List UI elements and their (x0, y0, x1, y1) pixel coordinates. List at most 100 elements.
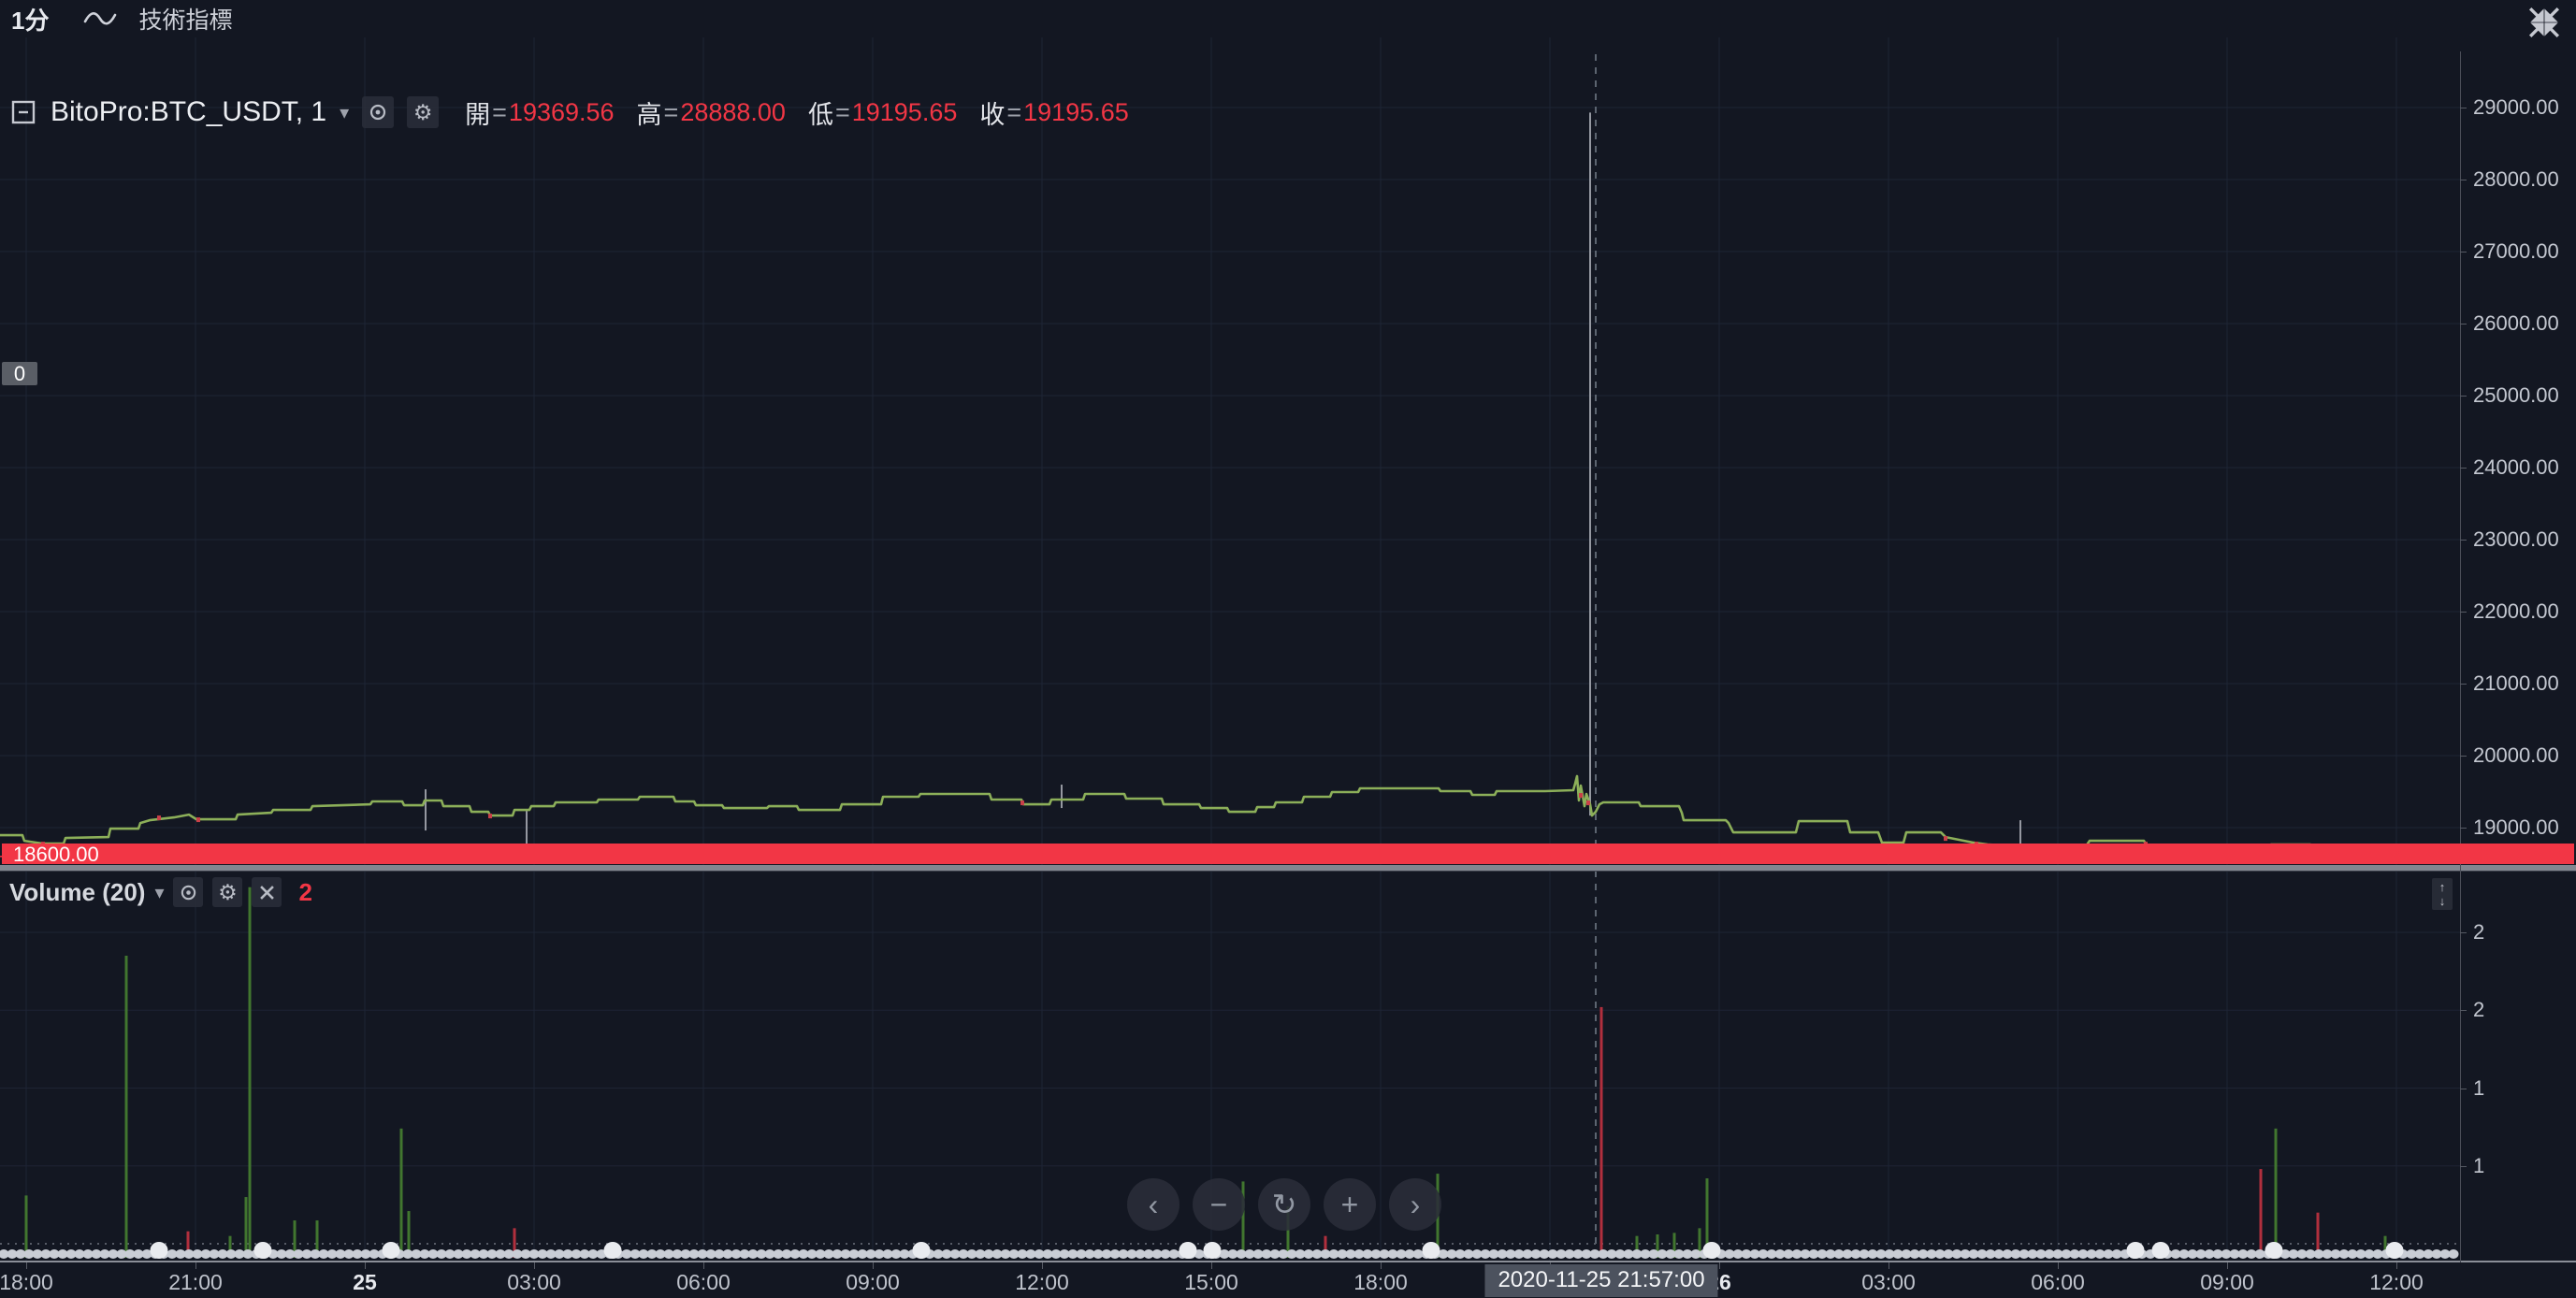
time-axis-label: 03:00 (1861, 1270, 1916, 1294)
time-axis-tick (1381, 1262, 1382, 1269)
time-axis-label: 21:00 (168, 1270, 223, 1294)
time-axis-tick (873, 1262, 874, 1269)
zoom-out-button[interactable]: − (1193, 1178, 1245, 1231)
low-value: 19195.65 (851, 97, 958, 126)
price-axis-label: 28000.00 (2473, 167, 2559, 191)
price-scale[interactable]: 29000.00 28000.00 27000.00 26000.00 25000.00… (2460, 37, 2576, 865)
collapse-legend-icon[interactable] (11, 100, 36, 124)
hide-series-button[interactable] (362, 96, 395, 128)
price-axis-border (2460, 51, 2461, 1262)
time-axis-tick (534, 1262, 535, 1269)
volume-axis-tick (2460, 1010, 2467, 1012)
price-axis-label: 25000.00 (2473, 383, 2559, 407)
price-axis-label: 22000.00 (2473, 599, 2559, 623)
time-axis-tick (703, 1262, 704, 1269)
volume-axis-tick (2460, 932, 2467, 933)
time-axis-separator (0, 1261, 2576, 1262)
price-line-label: 18600.00 (2, 843, 2574, 864)
exit-fullscreen-icon[interactable] (2525, 4, 2563, 41)
indicators-button[interactable]: 技術指標 (138, 7, 233, 34)
close-icon (260, 885, 274, 900)
series-settings-button[interactable]: ⚙ (407, 96, 440, 128)
price-axis-label: 20000.00 (2473, 743, 2559, 767)
time-axis-label: 15:00 (1184, 1270, 1238, 1294)
price-axis-label: 23000.00 (2473, 527, 2559, 551)
time-axis-label: 18:00 (1353, 1270, 1408, 1294)
high-value: 28888.00 (680, 97, 786, 126)
price-axis-tick (2460, 684, 2467, 685)
price-axis-tick (2460, 540, 2467, 541)
volume-axis-tick (2460, 1165, 2467, 1167)
gear-icon: ⚙ (412, 99, 433, 124)
chart-style-line-icon[interactable] (82, 7, 118, 31)
price-axis-label: 19000.00 (2473, 815, 2559, 839)
interval-selector[interactable]: 1分 (11, 6, 50, 35)
volume-axis-label: 1 (2473, 1153, 2485, 1177)
price-axis-tick (2460, 396, 2467, 397)
pane-updown-button[interactable]: ↑ ↓ (2432, 878, 2453, 910)
price-axis-tick (2460, 828, 2467, 829)
price-axis-label: 21000.00 (2473, 671, 2559, 695)
pane-separator[interactable] (0, 865, 2576, 872)
time-axis-tick (1719, 1262, 1720, 1269)
price-axis-tick (2460, 468, 2467, 469)
time-axis-tick (2396, 1262, 2397, 1269)
time-axis-tick (195, 1262, 196, 1269)
remove-volume-button[interactable] (252, 877, 282, 907)
price-wicks (425, 112, 2021, 854)
volume-value: 2 (298, 877, 312, 906)
volume-grid (0, 871, 2460, 1262)
price-grid (0, 37, 2460, 865)
volume-scale[interactable]: 2 2 1 1 (2460, 871, 2576, 1262)
time-axis-label: 09:00 (846, 1270, 900, 1294)
time-axis-tick (365, 1262, 366, 1269)
price-pane[interactable] (0, 37, 2460, 865)
price-axis-tick (2460, 612, 2467, 613)
symbol-legend: BitoPro:BTC_USDT, 1 ▾ ⚙ 開 = 19369.56 高 = 288… (11, 92, 1151, 133)
time-axis-label: 06:00 (676, 1270, 731, 1294)
chevron-down-icon[interactable]: ▾ (340, 102, 350, 123)
time-axis-label: 12:00 (1015, 1270, 1069, 1294)
low-label: 低 (807, 100, 833, 129)
time-axis-tick (2058, 1262, 2059, 1269)
arrow-down-icon: ↓ (2439, 894, 2446, 908)
time-axis-label: 06:00 (2031, 1270, 2085, 1294)
eye-icon (369, 103, 387, 122)
price-axis-label: 27000.00 (2473, 239, 2559, 263)
scroll-left-button[interactable]: ‹ (1127, 1178, 1179, 1231)
time-scale[interactable]: 18:00 21:00 25 03:00 06:00 09:00 12:00 15:00 18:… (0, 1262, 2576, 1298)
time-axis-label: 12:00 (2369, 1270, 2424, 1294)
time-axis-label: 03:00 (507, 1270, 561, 1294)
hide-volume-button[interactable] (173, 877, 204, 907)
volume-marker-dots (150, 1242, 2404, 1259)
volume-indicator-title[interactable]: Volume (20) (9, 877, 146, 906)
time-axis-tick (1211, 1262, 1212, 1269)
price-axis-label: 29000.00 (2473, 95, 2559, 119)
time-axis-label: 18:00 (0, 1270, 53, 1294)
volume-axis-label: 2 (2473, 998, 2485, 1022)
time-axis-label: 25 (353, 1270, 377, 1294)
scroll-right-button[interactable]: › (1389, 1178, 1441, 1231)
reset-chart-button[interactable]: ↻ (1258, 1178, 1310, 1231)
volume-axis-label: 1 (2473, 1075, 2485, 1100)
time-axis-label: 09:00 (2200, 1270, 2254, 1294)
price-series-line (0, 774, 2460, 858)
volume-zero-label: 0 (2, 362, 37, 385)
close-value: 19195.65 (1023, 97, 1129, 126)
micro-volume-bars (0, 1249, 2459, 1259)
arrow-up-icon: ↑ (2439, 880, 2446, 894)
open-value: 19369.56 (508, 97, 615, 126)
time-axis-tick (2227, 1262, 2228, 1269)
high-label: 高 (636, 100, 662, 129)
symbol-title[interactable]: BitoPro:BTC_USDT, 1 (51, 96, 327, 127)
price-axis-tick (2460, 756, 2467, 757)
zoom-in-button[interactable]: + (1324, 1178, 1376, 1231)
close-label: 收 (979, 100, 1006, 129)
gear-icon: ⚙ (218, 879, 238, 904)
open-label: 開 (465, 100, 491, 129)
crosshair-date-label: 2020-11-25 21:57:00 (1484, 1264, 1718, 1297)
chevron-down-icon[interactable]: ▾ (154, 882, 165, 903)
price-axis-label: 26000.00 (2473, 311, 2559, 335)
volume-settings-button[interactable]: ⚙ (212, 877, 243, 907)
